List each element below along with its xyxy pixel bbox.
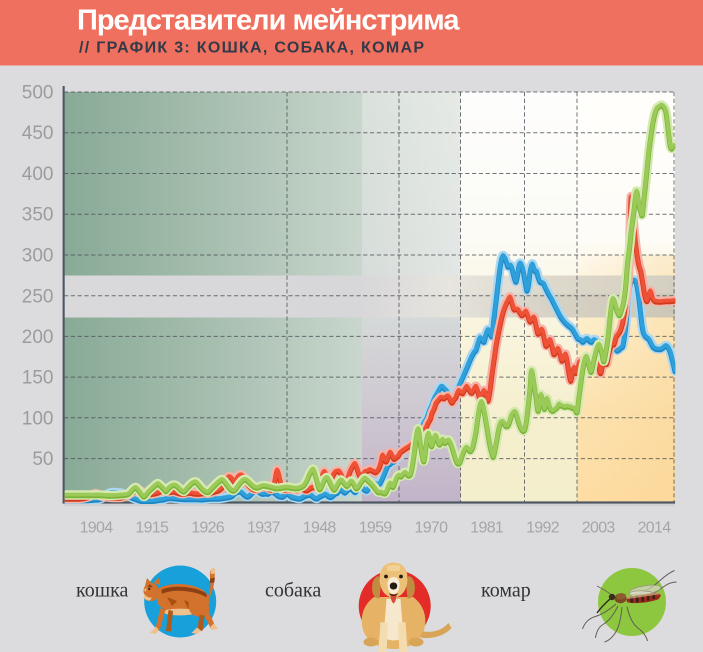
svg-text:450: 450: [22, 123, 54, 144]
svg-text:1959: 1959: [359, 520, 393, 537]
svg-text:500: 500: [22, 83, 54, 104]
svg-text:1937: 1937: [247, 520, 281, 537]
svg-text:комар: комар: [481, 580, 531, 602]
svg-text:150: 150: [22, 368, 54, 389]
svg-text:1926: 1926: [191, 520, 225, 537]
svg-text:250: 250: [22, 286, 54, 307]
svg-text:1981: 1981: [470, 520, 504, 537]
svg-text:1992: 1992: [526, 520, 560, 537]
svg-text:2003: 2003: [582, 520, 616, 537]
svg-text:// ГРАФИК 3: КОШКА, СОБАКА, КО: // ГРАФИК 3: КОШКА, СОБАКА, КОМАР: [79, 40, 425, 57]
svg-text:собака: собака: [265, 580, 321, 602]
svg-text:100: 100: [22, 408, 54, 429]
svg-text:400: 400: [22, 164, 54, 185]
svg-text:Представители мейнстрима: Представители мейнстрима: [77, 5, 460, 37]
svg-text:кошка: кошка: [76, 580, 129, 602]
svg-text:1915: 1915: [135, 520, 169, 537]
svg-text:1948: 1948: [303, 520, 337, 537]
svg-text:2014: 2014: [638, 520, 672, 537]
svg-text:300: 300: [22, 246, 54, 267]
svg-text:350: 350: [22, 205, 54, 226]
svg-text:50: 50: [32, 449, 53, 470]
svg-text:200: 200: [22, 327, 54, 348]
svg-text:1970: 1970: [415, 520, 449, 537]
svg-text:1904: 1904: [80, 520, 114, 537]
